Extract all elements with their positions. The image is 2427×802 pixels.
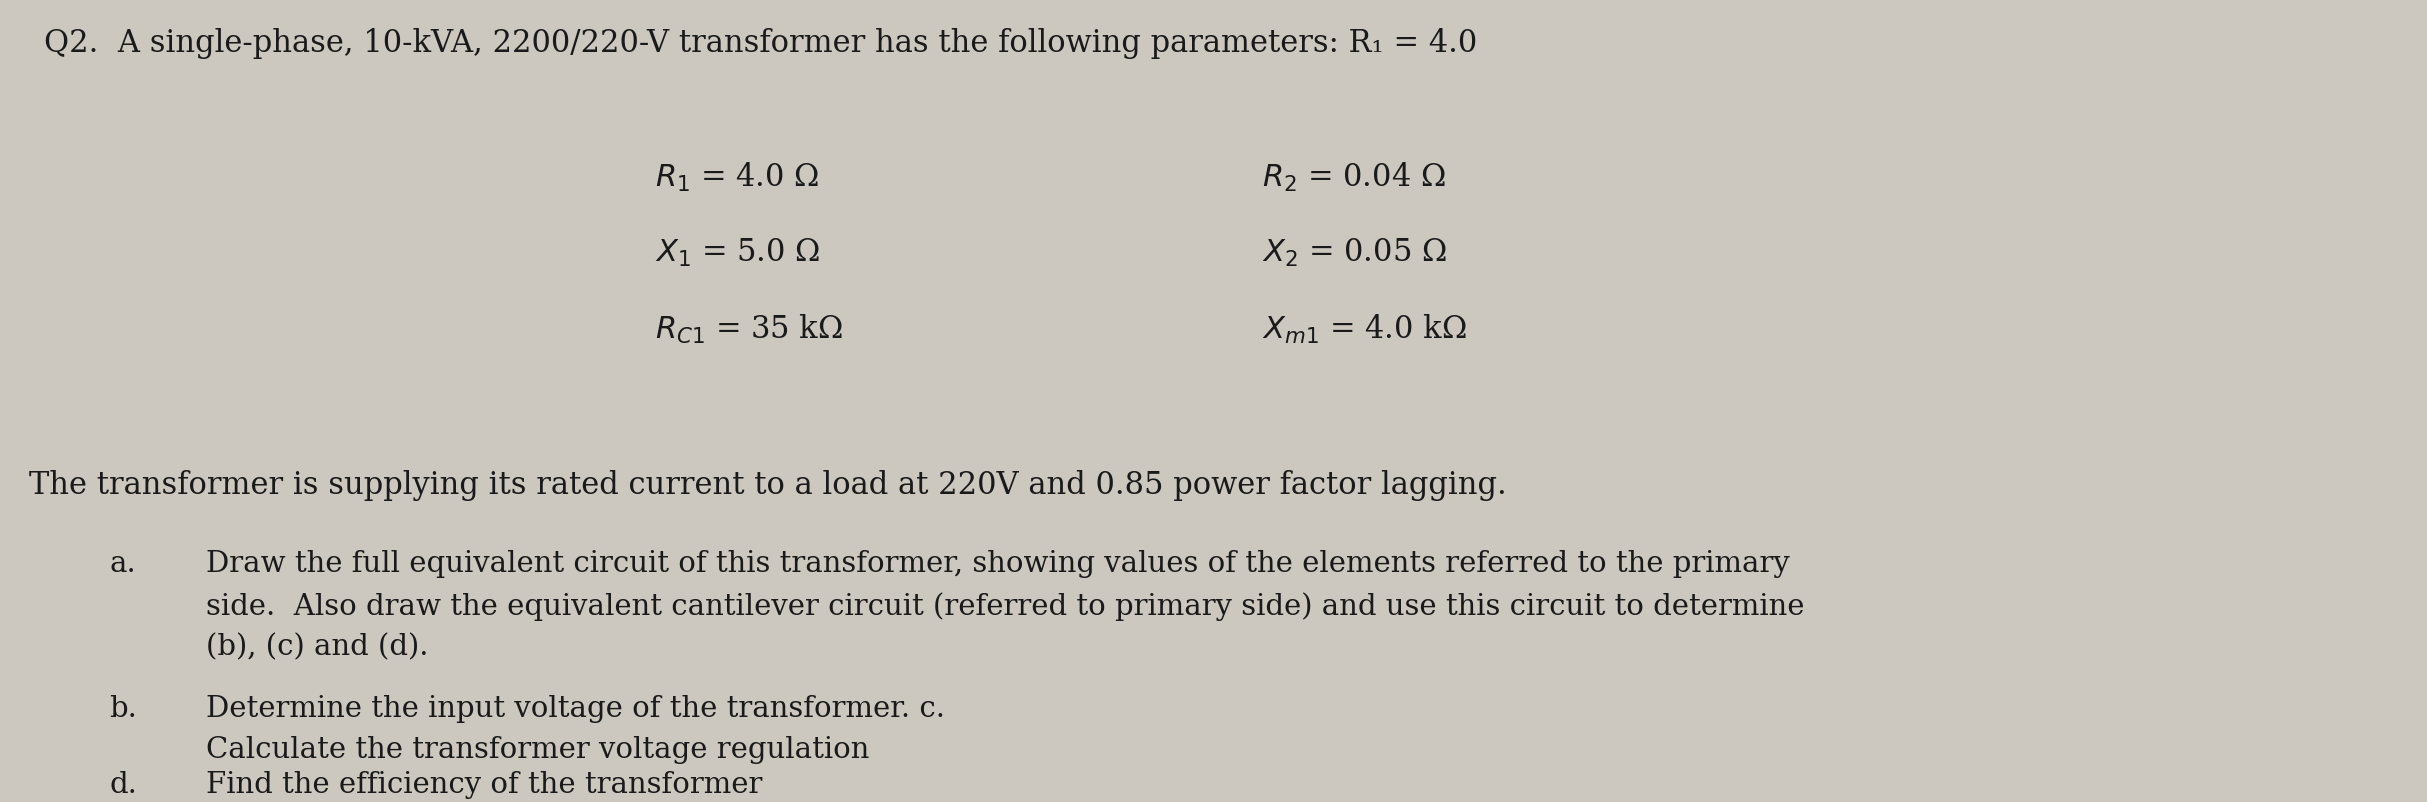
- Text: $X_1$ = 5.0 Ω: $X_1$ = 5.0 Ω: [655, 237, 820, 269]
- Text: $R_1$ = 4.0 Ω: $R_1$ = 4.0 Ω: [655, 160, 820, 193]
- Text: Find the efficiency of the transformer: Find the efficiency of the transformer: [206, 770, 762, 798]
- Text: $R_2$ = 0.04 Ω: $R_2$ = 0.04 Ω: [1262, 160, 1446, 193]
- Text: Determine the input voltage of the transformer. c.
Calculate the transformer vol: Determine the input voltage of the trans…: [206, 694, 944, 763]
- Text: d.: d.: [109, 770, 136, 798]
- Text: b.: b.: [109, 694, 136, 722]
- Text: $R_{C1}$ = 35 kΩ: $R_{C1}$ = 35 kΩ: [655, 313, 842, 346]
- Text: $X_{m1}$ = 4.0 kΩ: $X_{m1}$ = 4.0 kΩ: [1262, 313, 1466, 346]
- Text: Q2.  A single-phase, 10-kVA, 2200/220-V transformer has the following parameters: Q2. A single-phase, 10-kVA, 2200/220-V t…: [44, 28, 1478, 59]
- Text: The transformer is supplying its rated current to a load at 220V and 0.85 power : The transformer is supplying its rated c…: [29, 469, 1507, 500]
- Text: $X_2$ = 0.05 Ω: $X_2$ = 0.05 Ω: [1262, 237, 1446, 269]
- Text: a.: a.: [109, 549, 136, 577]
- Text: Draw the full equivalent circuit of this transformer, showing values of the elem: Draw the full equivalent circuit of this…: [206, 549, 1806, 661]
